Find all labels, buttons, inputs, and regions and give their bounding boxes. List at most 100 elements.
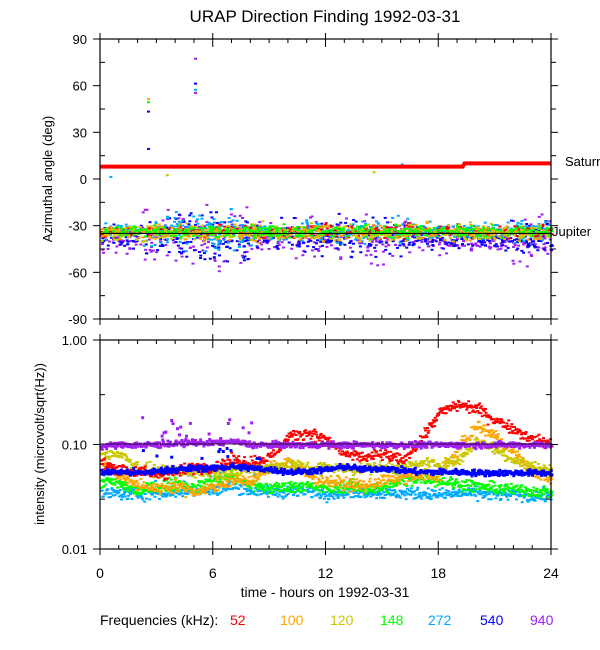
intensity-point-100 [319,473,323,476]
intensity-point-148 [134,486,138,489]
azimuth-ytick-label: -30 [68,219,87,234]
azimuth-point-540 [405,246,409,249]
intensity-point-100 [334,479,338,482]
intensity-point-148 [331,489,335,492]
intensity-point-272 [528,499,532,502]
azimuth-point-148 [232,234,236,237]
intensity-point-148 [504,487,508,490]
intensity-point-100 [277,462,281,465]
azimuth-point-120 [114,230,118,233]
azimuth-point-52 [385,226,389,228]
azimuth-point-120 [146,225,150,228]
azimuth-point-120 [337,239,341,241]
azimuth-point-148 [282,223,286,226]
azimuth-point-540 [339,243,342,246]
azimuth-point-540 [126,243,130,246]
azimuth-point-940 [348,246,352,249]
azimuth-point-120 [298,229,301,232]
intensity-point-272 [122,493,126,495]
azimuth-point-940 [384,245,388,248]
intensity-point-148 [281,482,284,485]
intensity-point-272 [319,494,323,497]
azimuth-point-540 [208,257,212,260]
azimuth-point-540 [265,239,268,242]
intensity-point-148 [337,491,341,493]
intensity-point-148 [354,489,358,492]
intensity-point-148 [228,476,232,479]
azimuth-point-148 [329,230,333,232]
intensity-point-100 [142,481,146,484]
azimuth-outlier-940 [194,91,197,94]
azimuth-point-52 [411,226,415,229]
azimuth-point-52 [345,231,349,234]
intensity-point-100 [125,478,129,481]
intensity-point-272 [436,496,440,499]
intensity-point-148 [487,483,491,486]
azimuth-point-148 [182,230,185,233]
intensity-point-148 [509,490,513,493]
azimuth-point-148 [209,234,213,236]
azimuth-point-540 [135,235,139,238]
azimuth-point-540 [413,236,416,239]
azimuth-point-52 [115,227,119,230]
intensity-point-100 [216,489,220,492]
intensity-point-148 [419,481,423,484]
azimuth-point-52 [515,235,519,237]
azimuth-point-100 [395,235,399,238]
intensity-point-100 [134,481,138,484]
intensity-point-272 [121,496,125,498]
azimuth-point-272 [430,236,434,239]
azimuth-point-100 [112,238,116,241]
azimuth-point-148 [173,228,177,231]
intensity-point-272 [296,494,300,497]
intensity-point-148 [400,478,404,481]
intensity-point-272 [440,487,444,490]
intensity-point-272 [150,493,154,496]
azimuth-point-940 [427,245,431,248]
azimuth-point-148 [144,235,148,238]
intensity-point-272 [375,497,379,500]
azimuth-point-540 [283,234,286,237]
intensity-point-272 [357,492,361,495]
azimuth-point-120 [219,235,223,238]
azimuth-point-272 [395,225,399,228]
intensity-point-100 [250,484,254,486]
azimuth-point-148 [148,231,152,234]
azimuth-point-540 [243,255,247,258]
azimuth-point-940 [366,244,370,247]
azimuth-point-540 [515,238,519,241]
azimuth-point-540 [180,247,184,250]
intensity-point-272 [466,492,470,495]
azimuth-point-52 [458,225,462,228]
intensity-point-272 [469,494,473,497]
azimuth-point-148 [309,229,313,232]
azimuth-point-100 [228,238,232,241]
intensity-point-272 [373,493,377,496]
intensity-point-100 [310,476,314,479]
azimuth-point-148 [226,230,230,233]
intensity-point-148 [167,476,171,479]
azimuth-point-540 [243,251,247,254]
azimuth-point-120 [468,221,472,224]
azimuth-point-120 [506,235,510,238]
azimuth-point-148 [211,229,215,232]
azimuth-point-540 [509,237,513,240]
intensity-point-272 [446,494,450,497]
intensity-point-148 [343,491,347,494]
intensity-point-100 [293,465,297,468]
intensity-point-148 [413,481,417,484]
intensity-point-272 [473,493,476,496]
intensity-point-148 [308,483,312,486]
azimuth-point-148 [380,231,383,234]
azimuth-point-120 [458,227,462,230]
azimuth-point-940 [517,244,521,247]
azimuth-point-52 [447,226,451,229]
azimuth-point-540 [337,212,341,215]
intensity-point-100 [308,476,312,479]
azimuth-point-272 [537,223,541,226]
intensity-point-148 [422,480,426,483]
intensity-point-148 [455,478,458,481]
azimuth-point-100 [402,234,406,237]
azimuth-point-148 [287,236,291,239]
intensity-point-100 [159,490,163,493]
